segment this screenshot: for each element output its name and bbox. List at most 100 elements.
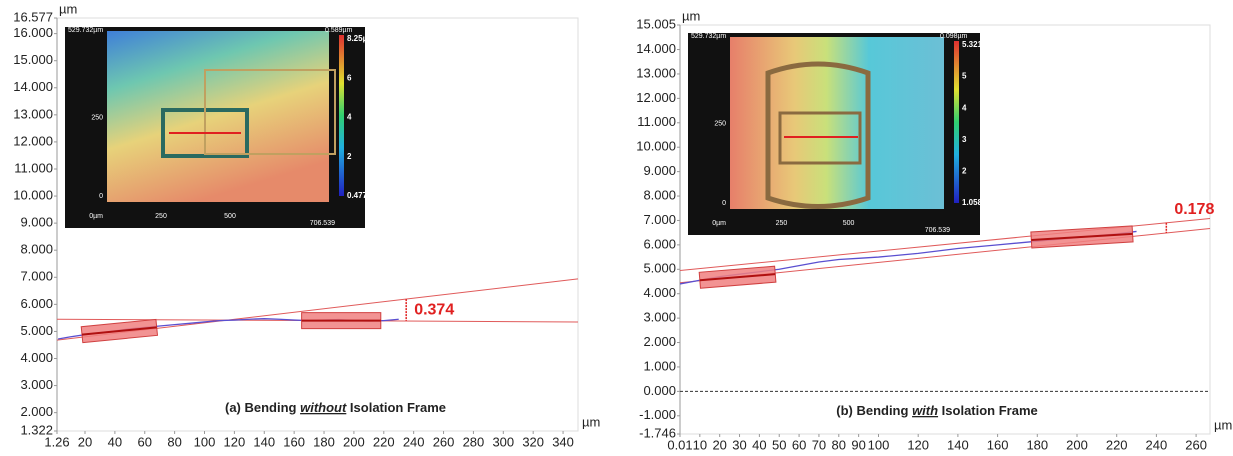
y-tick-label: 3.000: [20, 377, 53, 392]
x-tick-label: 180: [1026, 437, 1048, 452]
caption-part: (b) Bending: [836, 403, 912, 418]
colorbar-label: 4: [962, 103, 967, 112]
y-tick-label: 2.000: [20, 404, 53, 419]
x-unit: µm: [1214, 417, 1232, 432]
inset-label: 500: [843, 220, 855, 227]
inset-label: 529.732µm: [691, 33, 726, 40]
colorbar: [954, 41, 959, 203]
annotation: 0.374: [414, 301, 454, 318]
y-tick-label: 9.000: [643, 163, 676, 178]
inset-label: 250: [91, 114, 103, 121]
x-tick-label: 10: [693, 437, 707, 452]
inset-label: 250: [714, 121, 726, 128]
x-tick-label: 60: [792, 437, 806, 452]
y-tick-label: 4.000: [20, 350, 53, 365]
y-tick-label: 10.000: [13, 187, 53, 202]
inset-label: 500: [224, 213, 236, 220]
x-tick-label: 100: [194, 434, 216, 449]
inset-label: 250: [155, 213, 167, 220]
x-tick-label: 320: [522, 434, 544, 449]
x-tick-label: 80: [167, 434, 181, 449]
y-tick-label: 10.000: [636, 139, 676, 154]
x-tick-label: 240: [1146, 437, 1168, 452]
caption-part: (a) Bending: [225, 400, 300, 415]
caption-part: with: [912, 403, 938, 418]
x-tick-label: 60: [138, 434, 152, 449]
y-unit: µm: [59, 1, 77, 16]
y-tick-label: 7.000: [643, 212, 676, 227]
caption: (a) Bending without Isolation Frame: [225, 400, 446, 415]
caption-part: Isolation Frame: [938, 403, 1038, 418]
y-tick-label: 3.000: [643, 310, 676, 325]
colorbar-label: 2: [962, 167, 967, 176]
inset-label: 0µm: [89, 213, 103, 220]
x-tick-label: 220: [373, 434, 395, 449]
colorbar: [339, 35, 344, 196]
y-tick-label: 13.000: [636, 65, 676, 80]
x-tick-label: 40: [108, 434, 122, 449]
y-unit: µm: [682, 8, 700, 23]
x-tick-label: 260: [433, 434, 455, 449]
inset-label: 0.098µm: [940, 33, 968, 40]
x-tick-label: 0.01: [667, 437, 692, 452]
colorbar-label: 1.058: [962, 198, 983, 207]
y-tick-label: -1.000: [639, 407, 676, 422]
y-tick-label: 5.000: [20, 323, 53, 338]
x-tick-label: 160: [283, 434, 305, 449]
inset-label: 0: [722, 200, 726, 207]
y-tick-label: 4.000: [643, 285, 676, 300]
colorbar-label: 4: [347, 113, 352, 122]
inset-label: 706.539: [925, 227, 950, 234]
y-tick-label: 8.000: [20, 242, 53, 257]
x-tick-label: 200: [343, 434, 365, 449]
inset-label: 0: [99, 193, 103, 200]
x-tick-label: 80: [832, 437, 846, 452]
x-tick-label: 280: [463, 434, 485, 449]
x-tick-label: 340: [552, 434, 574, 449]
y-tick-label: 15.000: [13, 52, 53, 67]
caption-part: without: [300, 400, 347, 415]
x-tick-label: 120: [907, 437, 929, 452]
inset-label: 0µm: [712, 220, 726, 227]
x-tick-label: 200: [1066, 437, 1088, 452]
x-tick-label: 180: [313, 434, 335, 449]
y-tick-label: 13.000: [13, 106, 53, 121]
x-tick-label: 100: [868, 437, 890, 452]
inset-image: [107, 31, 329, 202]
y-tick-label: 9.000: [20, 215, 53, 230]
x-tick-label: 140: [947, 437, 969, 452]
caption-part: Isolation Frame: [346, 400, 446, 415]
colorbar-label: 3: [962, 135, 967, 144]
x-tick-label: 70: [812, 437, 826, 452]
x-tick-label: 40: [752, 437, 766, 452]
y-tick-label: 5.000: [643, 261, 676, 276]
inset-label: 529.732µm: [68, 27, 103, 34]
y-tick-label: 15.005: [636, 16, 676, 31]
y-tick-label: 0.000: [643, 383, 676, 398]
x-tick-label: 20: [712, 437, 726, 452]
colorbar-label: 5: [962, 72, 967, 81]
x-tick-label: 260: [1185, 437, 1207, 452]
inset-label: 250: [776, 220, 788, 227]
y-tick-label: 14.000: [636, 41, 676, 56]
y-tick-label: 2.000: [643, 334, 676, 349]
y-tick-label: 16.000: [13, 25, 53, 40]
annotation: 0.178: [1174, 201, 1214, 218]
y-tick-label: 16.577: [13, 9, 53, 24]
x-tick-label: 120: [224, 434, 246, 449]
x-tick-label: 240: [403, 434, 425, 449]
y-tick-label: 11.000: [637, 114, 676, 129]
colorbar-label: 8.25µm: [347, 34, 374, 43]
colorbar-label: 2: [347, 152, 352, 161]
x-tick-label: 300: [492, 434, 514, 449]
y-tick-label: 6.000: [643, 236, 676, 251]
x-tick-label: 20: [78, 434, 92, 449]
inset-label: 0.589µm: [325, 27, 353, 34]
y-tick-label: 7.000: [20, 269, 53, 284]
y-tick-label: 12.000: [636, 90, 676, 105]
caption: (b) Bending with Isolation Frame: [836, 403, 1038, 418]
x-tick-label: 140: [253, 434, 275, 449]
x-unit: µm: [582, 414, 600, 429]
y-tick-label: 14.000: [13, 79, 53, 94]
y-tick-label: 11.000: [14, 160, 53, 175]
